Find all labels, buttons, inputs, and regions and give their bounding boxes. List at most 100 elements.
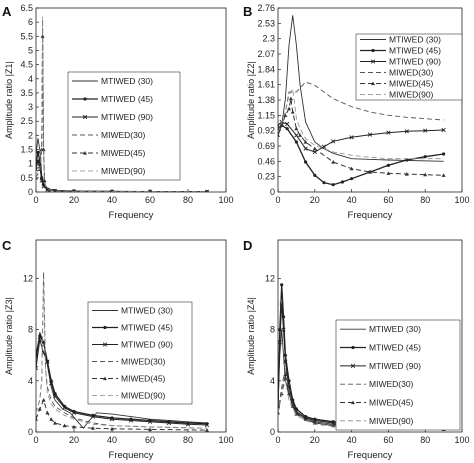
data-point <box>423 155 427 159</box>
data-point <box>423 128 428 133</box>
series-5 <box>36 34 209 192</box>
data-point <box>52 394 58 399</box>
data-point <box>36 150 40 154</box>
legend-label: MTIWED (45) <box>121 323 173 333</box>
legend-marker <box>83 151 87 155</box>
y-tick-label: 2 <box>28 130 33 140</box>
data-point <box>298 133 303 137</box>
data-point <box>404 129 409 134</box>
x-tick-label: 40 <box>347 435 357 445</box>
data-point <box>45 359 50 364</box>
x-tick-label: 80 <box>183 195 193 205</box>
legend-label: MTIWED (90) <box>121 340 173 350</box>
panel-b: B 0 20 40 60 80 100 0 0.23 0.46 0.69 0.92 1.15 1.38 1.… <box>243 3 470 221</box>
x-tick-label: 100 <box>218 195 233 205</box>
data-point <box>331 160 336 164</box>
legend-label: MTIWED (30) <box>369 324 421 334</box>
data-point <box>42 178 47 183</box>
data-point <box>37 337 42 342</box>
x-tick-label: 100 <box>218 435 233 445</box>
panel-d: D 0 20 40 60 80 100 0 4 8 12 Frequency Amplitude rat… <box>243 238 470 461</box>
series-5 <box>278 96 446 177</box>
legend-label: MIWED(30) <box>121 357 166 367</box>
x-tick-label: 40 <box>107 435 117 445</box>
data-point <box>278 123 281 128</box>
series-line <box>278 98 444 176</box>
data-point <box>53 421 57 425</box>
data-point <box>294 140 298 144</box>
data-point <box>312 146 317 151</box>
data-point <box>278 404 281 409</box>
legend-label: MIWED(90) <box>369 416 414 426</box>
x-axis-label: Frequency <box>348 210 393 221</box>
legend-box <box>87 301 193 405</box>
data-point <box>331 183 335 187</box>
data-point <box>441 127 446 133</box>
legend-label: MTIWED (90) <box>101 112 153 122</box>
legend-label: MTIWED (45) <box>101 94 153 104</box>
data-point <box>423 172 428 177</box>
data-point <box>288 96 293 101</box>
legend: MTIWED (30) MTIWED (45) MTIWED (90) MIWED(3… <box>67 71 181 181</box>
legend-marker <box>350 363 356 368</box>
x-tick-label: 40 <box>107 195 117 205</box>
data-point <box>285 121 290 127</box>
y-tick-label: 0.69 <box>257 141 275 151</box>
x-tick-label: 60 <box>383 195 393 205</box>
legend-label: MIWED(45) <box>369 398 414 408</box>
data-point <box>71 410 77 415</box>
data-point <box>442 152 446 156</box>
data-point <box>40 34 45 38</box>
legend-marker <box>83 97 87 101</box>
data-point <box>36 167 39 172</box>
data-point <box>109 417 115 422</box>
legend-marker <box>351 400 355 405</box>
y-axis-label: Amplitude ratio |Z1| <box>4 61 14 139</box>
legend-label: MTIWED (30) <box>389 35 441 45</box>
y-tick-label: 8 <box>270 325 275 335</box>
y-tick-label: 0 <box>28 427 33 437</box>
data-point <box>37 406 42 411</box>
data-point <box>303 146 308 151</box>
y-tick-label: 2.5 <box>20 116 33 126</box>
y-tick-label: 0 <box>270 187 275 197</box>
series-3 <box>278 119 446 155</box>
y-tick-label: 3 <box>28 102 33 112</box>
series-line <box>278 87 444 160</box>
y-tick-label: 0 <box>270 427 275 437</box>
legend-marker <box>103 325 107 330</box>
data-point <box>313 173 317 177</box>
x-tick-label: 20 <box>69 435 79 445</box>
legend-label: MTIWED (30) <box>121 306 173 316</box>
data-point <box>386 163 390 167</box>
x-tick-label: 60 <box>145 435 155 445</box>
y-tick-label: 1.61 <box>257 80 275 90</box>
data-point <box>49 381 54 386</box>
y-axis-label: Amplitude ratio |Z4| <box>246 297 256 375</box>
y-tick-label: 3.5 <box>20 88 33 98</box>
data-point <box>405 158 409 162</box>
legend-marker <box>371 48 375 53</box>
x-tick-label: 0 <box>275 195 280 205</box>
x-tick-label: 20 <box>69 195 79 205</box>
data-point <box>340 180 344 184</box>
legend-marker <box>371 81 375 86</box>
data-point <box>283 372 288 376</box>
data-point <box>304 160 308 164</box>
data-point <box>204 422 210 428</box>
x-tick-label: 80 <box>183 435 193 445</box>
legend-box <box>67 71 181 181</box>
legend-label: MIWED(90) <box>389 90 434 100</box>
data-point <box>290 110 295 114</box>
y-tick-label: 1 <box>28 159 33 169</box>
legend-label: MIWED(45) <box>389 79 434 89</box>
data-point <box>404 172 409 176</box>
x-tick-label: 60 <box>145 195 155 205</box>
legend-label: MIWED(45) <box>121 374 166 384</box>
data-point <box>312 418 317 423</box>
data-point <box>283 113 288 117</box>
legend-box <box>335 319 461 431</box>
x-axis-label: Frequency <box>109 450 154 461</box>
y-tick-label: 12 <box>265 273 275 283</box>
